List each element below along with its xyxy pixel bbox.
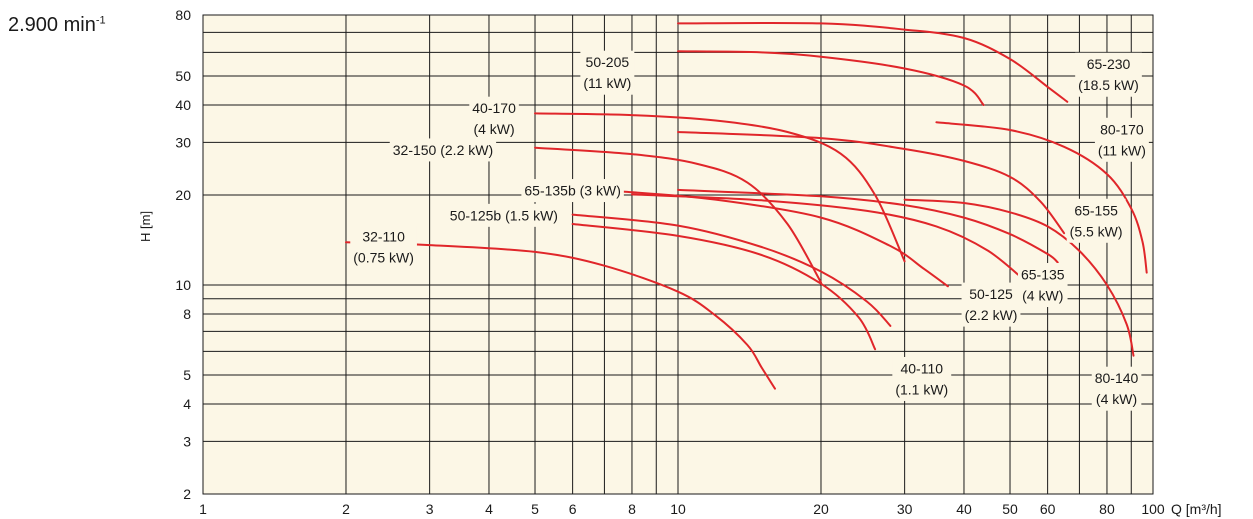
x-tick-label: 100 <box>1141 501 1165 517</box>
curve-label-bg <box>961 282 1021 327</box>
y-tick-label: 40 <box>175 97 191 113</box>
curve-label-bg <box>521 179 624 203</box>
curve-label-text: (4 kW) <box>1096 391 1137 407</box>
curve-label-layer: 32-110 (0.75 kW) 40-110 (1.1 kW) 50-125b (1.… <box>350 50 1149 411</box>
curve-label-text: 32-150 (2.2 kW) <box>393 142 493 158</box>
pump-curve <box>677 131 1066 235</box>
pump-curve <box>677 188 1059 264</box>
curve-label: 80-140 (4 kW) <box>1091 366 1142 411</box>
curve-label-text: 65-230 <box>1087 56 1131 72</box>
curve-label: 65-230 (18.5 kW) <box>1075 52 1142 97</box>
pump-curve <box>571 223 877 351</box>
x-tick-label: 4 <box>485 501 493 517</box>
curve-label-text: (5.5 kW) <box>1070 223 1123 239</box>
pump-curve <box>534 112 906 263</box>
y-tick-label: 3 <box>183 433 191 449</box>
curve-label: 65-135b (3 kW) <box>521 179 624 203</box>
curve-label-text: 50-125b (1.5 kW) <box>450 207 558 223</box>
curve-label-text: 32-110 <box>362 229 405 245</box>
curve-label-text: 65-135 <box>1021 267 1065 283</box>
y-tick-label: 5 <box>183 367 191 383</box>
y-tick-label: 20 <box>175 187 191 203</box>
curve-label-text: (11 kW) <box>583 75 631 91</box>
y-tick-label: 8 <box>183 306 191 322</box>
curve-label-text: 65-155 <box>1074 202 1118 218</box>
curve-label-bg <box>580 50 635 95</box>
curve-label: 50-125b (1.5 kW) <box>446 203 561 227</box>
x-tick-label: 5 <box>531 501 539 517</box>
plot-frame <box>202 14 1154 495</box>
curve-label-text: 80-140 <box>1095 370 1139 386</box>
speed-label: 2.900 min-1 <box>8 14 106 37</box>
curve-label: 50-125 (2.2 kW) <box>961 282 1021 327</box>
curve-label-text: (18.5 kW) <box>1078 77 1139 93</box>
curve-label: 65-135 (4 kW) <box>1017 263 1068 308</box>
curve-label-bg <box>1091 366 1142 411</box>
x-tick-label: 60 <box>1040 501 1056 517</box>
pump-curve <box>935 121 1148 274</box>
curve-label-bg <box>469 96 519 141</box>
curve-label-text: (11 kW) <box>1098 142 1146 158</box>
pump-curve <box>903 198 1135 357</box>
curve-label: 40-170 (4 kW) <box>469 96 519 141</box>
pump-curve <box>631 193 1031 286</box>
curve-label: 80-170 (11 kW) <box>1094 117 1149 162</box>
x-tick-label: 20 <box>813 501 829 517</box>
y-tick-label: 30 <box>175 134 191 150</box>
y-tick-label: 50 <box>175 68 191 84</box>
x-tick-label: 40 <box>956 501 972 517</box>
curve-label-bg <box>446 203 561 227</box>
curve-label: 32-150 (2.2 kW) <box>389 138 497 162</box>
curve-label-text: (1.1 kW) <box>895 381 948 397</box>
curve-label-bg <box>1017 263 1068 308</box>
x-tick-label: 8 <box>628 501 636 517</box>
curve-layer <box>345 21 1148 390</box>
x-axis-title: Q [m³/h] <box>1171 501 1222 517</box>
x-tick-label: 2 <box>342 501 350 517</box>
y-tick-label: 2 <box>183 486 191 502</box>
curve-label-bg <box>892 356 952 401</box>
curve-label-text: (4 kW) <box>1022 288 1063 304</box>
x-tick-label: 6 <box>569 501 577 517</box>
curve-label-bg <box>350 225 417 270</box>
speed-value: 2.900 min <box>8 14 96 36</box>
y-tick-label: 80 <box>175 7 191 23</box>
x-tick-label: 30 <box>897 501 913 517</box>
curve-label-bg <box>1075 52 1142 97</box>
pump-curve <box>345 241 776 390</box>
curve-label: 32-110 (0.75 kW) <box>350 225 417 270</box>
curve-label-bg <box>1066 198 1126 243</box>
curve-label-text: 50-125 <box>969 286 1013 302</box>
curve-label-bg <box>389 138 497 162</box>
curve-label-text: 40-110 <box>900 360 943 376</box>
curve-label-text: 65-135b (3 kW) <box>524 183 620 199</box>
curve-label-text: 80-170 <box>1100 121 1144 137</box>
curve-label: 65-155 (5.5 kW) <box>1066 198 1126 243</box>
curve-label-text: (4 kW) <box>473 121 514 137</box>
curve-label-text: 50-205 <box>586 54 630 70</box>
curve-label-bg <box>1094 117 1149 162</box>
speed-exponent: -1 <box>95 14 106 27</box>
x-tick-label: 10 <box>670 501 686 517</box>
pump-curve <box>571 213 892 327</box>
x-tick-label: 50 <box>1002 501 1018 517</box>
x-tick-label: 3 <box>426 501 434 517</box>
curve-label-text: 40-170 <box>472 100 516 116</box>
tick-layer: 1 2 3 4 5 6 8 10 20 30 40 50 60 80 1002345810203040508… <box>175 7 1164 517</box>
curve-label-text: (2.2 kW) <box>965 307 1018 323</box>
pump-curve <box>677 21 1069 103</box>
x-tick-label: 80 <box>1099 501 1115 517</box>
curve-label-text: (0.75 kW) <box>353 250 414 266</box>
curve-label: 50-205 (11 kW) <box>580 50 635 95</box>
pump-curve <box>677 50 985 106</box>
grid-layer <box>202 14 1154 495</box>
curve-label: 40-110 (1.1 kW) <box>892 356 952 401</box>
x-tick-label: 1 <box>199 501 207 517</box>
pump-curve <box>534 146 822 284</box>
y-tick-label: 10 <box>175 277 191 293</box>
y-tick-label: 4 <box>183 396 191 412</box>
